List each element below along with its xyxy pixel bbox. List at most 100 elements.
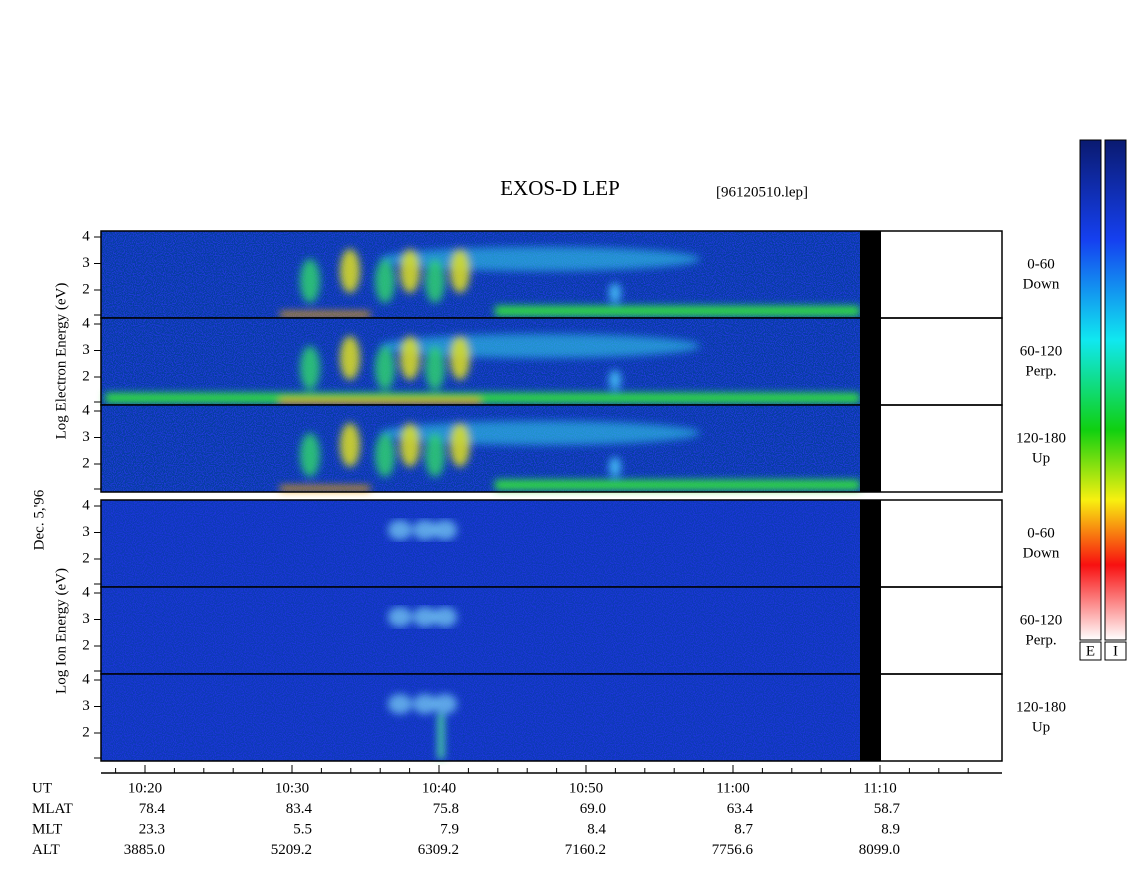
spectrogram-features — [105, 334, 860, 404]
ion-burst — [433, 694, 457, 714]
ephemeris-value: 8099.0 — [859, 842, 900, 858]
ion-burst — [413, 607, 437, 627]
ion-burst — [388, 520, 412, 540]
y-tick-label: 2 — [82, 281, 90, 297]
burst — [300, 433, 320, 477]
time-tick-label: 10:50 — [569, 780, 603, 796]
time-tick-label: 10:40 — [422, 780, 456, 796]
colorbar-label-box — [1079, 641, 1102, 661]
y-tick-label: 4 — [82, 497, 90, 513]
y-tick-label: 4 — [82, 671, 90, 687]
colorbar — [1104, 139, 1127, 641]
spectrogram-features — [388, 694, 457, 759]
ion-burst — [433, 520, 457, 540]
y-tick-label: 4 — [82, 584, 90, 600]
panel-angle: 60-120 — [1020, 612, 1063, 628]
hot-band — [280, 399, 480, 404]
panel-direction: Up — [1032, 719, 1050, 735]
burst — [450, 423, 470, 467]
colorbar-label: E — [1086, 643, 1095, 659]
burst — [375, 346, 395, 390]
data-gap — [860, 405, 881, 492]
low-energy-band — [105, 393, 860, 403]
low-energy-band — [495, 480, 860, 490]
burst — [340, 423, 360, 467]
burst — [375, 433, 395, 477]
ephemeris-value: 75.8 — [433, 801, 459, 817]
data-gap — [860, 674, 881, 761]
colorbar-label-box — [1104, 641, 1127, 661]
burst — [300, 259, 320, 303]
ion-streak — [438, 714, 444, 759]
low-energy-band — [495, 306, 860, 316]
burst — [425, 433, 445, 477]
ephemeris-value: 8.7 — [734, 821, 753, 837]
y-tick-label: 2 — [82, 637, 90, 653]
ion-burst — [413, 520, 437, 540]
ephemeris-value: 23.3 — [139, 821, 165, 837]
ephemeris-value: 58.7 — [874, 801, 901, 817]
colorbar-label: I — [1113, 643, 1118, 659]
spot — [609, 457, 621, 477]
y-tick-label: 3 — [82, 611, 90, 627]
y-tick-label: 2 — [82, 455, 90, 471]
ephemeris-value: 63.4 — [727, 801, 754, 817]
panel-angle: 120-180 — [1016, 430, 1066, 446]
electron-ylabel: Log Electron Energy (eV) — [53, 283, 69, 440]
file-name: [96120510.lep] — [716, 184, 808, 200]
spectrogram-noise — [101, 231, 860, 318]
y-tick-label: 4 — [82, 315, 90, 331]
ephemeris-label: MLAT — [32, 801, 73, 817]
time-axis: 10:20 10:30 10:40 10:50 11:00 11:10 UT MLAT 78.4… — [32, 765, 1002, 858]
ion-burst — [433, 607, 457, 627]
time-tick-label: 11:00 — [716, 780, 750, 796]
ephemeris-value: 7756.6 — [712, 842, 754, 858]
burst — [425, 259, 445, 303]
y-tick-label: 3 — [82, 429, 90, 445]
panel-angle: 0-60 — [1027, 256, 1055, 272]
burst — [300, 346, 320, 390]
time-tick-label: 10:30 — [275, 780, 309, 796]
ion-burst — [388, 694, 412, 714]
y-tick-label: 4 — [82, 402, 90, 418]
ephemeris-value: 8.4 — [587, 821, 606, 837]
panels: 4 3 2 0-60 Down 4 3 2 60-120 Perp. 4 3 2 120-180 Up 4 3 2… — [82, 228, 1066, 762]
y-tick-label: 3 — [82, 698, 90, 714]
ephemeris-value: 7.9 — [440, 821, 459, 837]
spot — [609, 283, 621, 303]
burst — [340, 249, 360, 293]
burst — [400, 423, 420, 467]
ephemeris-value: 3885.0 — [124, 842, 165, 858]
data-gap — [860, 318, 881, 405]
y-tick-label: 3 — [82, 255, 90, 271]
panel-direction: Down — [1023, 276, 1060, 292]
spectrogram-noise — [101, 318, 860, 405]
burst — [400, 336, 420, 380]
burst — [400, 249, 420, 293]
ephemeris-value: 78.4 — [139, 801, 166, 817]
ion-burst — [388, 607, 412, 627]
y-tick-label: 3 — [82, 524, 90, 540]
panel-frame — [100, 404, 1003, 493]
burst — [340, 336, 360, 380]
spot — [609, 370, 621, 390]
spectrogram-features — [388, 607, 457, 627]
panel-angle: 120-180 — [1016, 699, 1066, 715]
title: EXOS-D LEP — [500, 176, 620, 200]
y-tick-label: 2 — [82, 550, 90, 566]
data-gap — [860, 500, 881, 587]
panel-angle: 60-120 — [1020, 343, 1063, 359]
data-gap — [860, 587, 881, 674]
burst — [450, 249, 470, 293]
ephemeris-value: 5.5 — [293, 821, 312, 837]
ion-burst — [413, 694, 437, 714]
spectrogram-features — [388, 520, 457, 540]
y-tick-label: 4 — [82, 228, 90, 244]
ephemeris-value: 5209.2 — [271, 842, 312, 858]
time-tick-label: 10:20 — [128, 780, 162, 796]
data-gap — [860, 231, 881, 318]
panel-angle: 0-60 — [1027, 525, 1055, 541]
ephemeris-value: 6309.2 — [418, 842, 459, 858]
